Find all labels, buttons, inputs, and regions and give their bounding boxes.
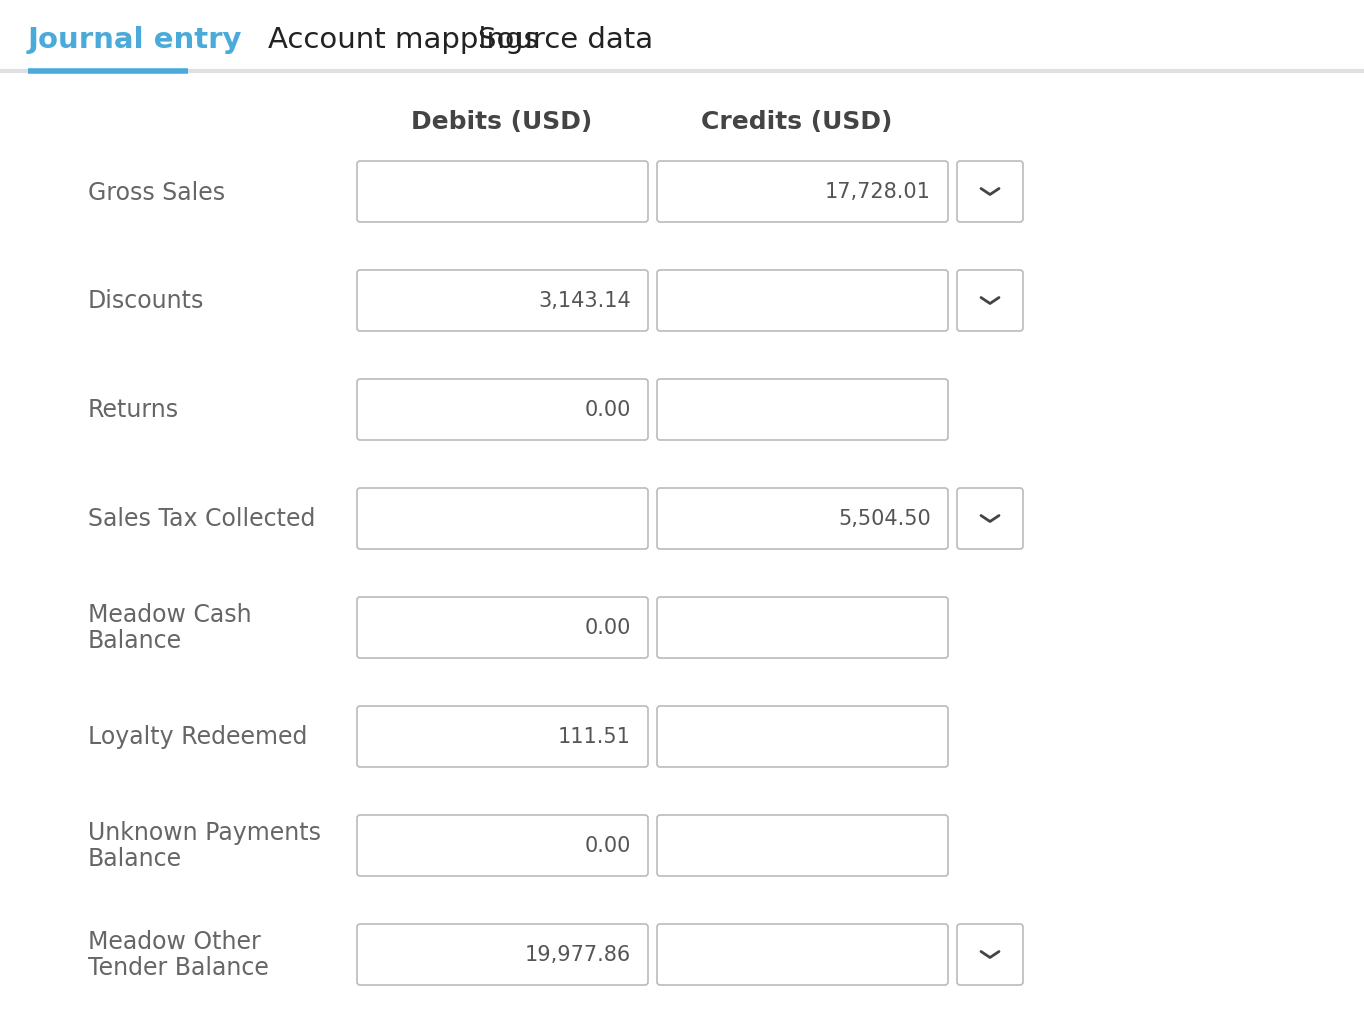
Text: Account mappings: Account mappings xyxy=(267,25,539,54)
FancyBboxPatch shape xyxy=(357,488,648,549)
Text: Gross Sales: Gross Sales xyxy=(89,180,225,204)
FancyBboxPatch shape xyxy=(357,815,648,876)
Text: Meadow Other: Meadow Other xyxy=(89,929,261,954)
FancyBboxPatch shape xyxy=(657,924,948,985)
Text: 0.00: 0.00 xyxy=(585,400,632,420)
Text: Sales Tax Collected: Sales Tax Collected xyxy=(89,507,315,531)
FancyBboxPatch shape xyxy=(357,380,648,440)
FancyBboxPatch shape xyxy=(958,162,1023,223)
FancyBboxPatch shape xyxy=(357,706,648,767)
Text: Credits (USD): Credits (USD) xyxy=(701,110,892,133)
Text: Meadow Cash: Meadow Cash xyxy=(89,603,251,627)
FancyBboxPatch shape xyxy=(357,162,648,223)
Text: Journal entry: Journal entry xyxy=(29,25,243,54)
FancyBboxPatch shape xyxy=(657,271,948,331)
Text: Loyalty Redeemed: Loyalty Redeemed xyxy=(89,725,307,749)
FancyBboxPatch shape xyxy=(657,815,948,876)
FancyBboxPatch shape xyxy=(657,162,948,223)
FancyBboxPatch shape xyxy=(958,271,1023,331)
Text: Balance: Balance xyxy=(89,847,183,870)
FancyBboxPatch shape xyxy=(357,924,648,985)
FancyBboxPatch shape xyxy=(958,488,1023,549)
FancyBboxPatch shape xyxy=(357,597,648,658)
FancyBboxPatch shape xyxy=(958,924,1023,985)
FancyBboxPatch shape xyxy=(657,597,948,658)
Text: 111.51: 111.51 xyxy=(558,727,632,747)
FancyBboxPatch shape xyxy=(657,706,948,767)
Text: 5,504.50: 5,504.50 xyxy=(839,510,932,529)
FancyBboxPatch shape xyxy=(357,271,648,331)
Text: 17,728.01: 17,728.01 xyxy=(825,182,932,203)
Text: Unknown Payments: Unknown Payments xyxy=(89,820,321,845)
FancyBboxPatch shape xyxy=(657,488,948,549)
Text: Tender Balance: Tender Balance xyxy=(89,956,269,979)
Text: Discounts: Discounts xyxy=(89,289,205,313)
Text: Balance: Balance xyxy=(89,629,183,653)
Text: 3,143.14: 3,143.14 xyxy=(539,291,632,311)
Text: Returns: Returns xyxy=(89,398,179,422)
Text: Source data: Source data xyxy=(477,25,653,54)
FancyBboxPatch shape xyxy=(657,380,948,440)
Text: 0.00: 0.00 xyxy=(585,618,632,638)
Text: Debits (USD): Debits (USD) xyxy=(412,110,592,133)
Text: 0.00: 0.00 xyxy=(585,836,632,856)
Text: 19,977.86: 19,977.86 xyxy=(525,945,632,965)
